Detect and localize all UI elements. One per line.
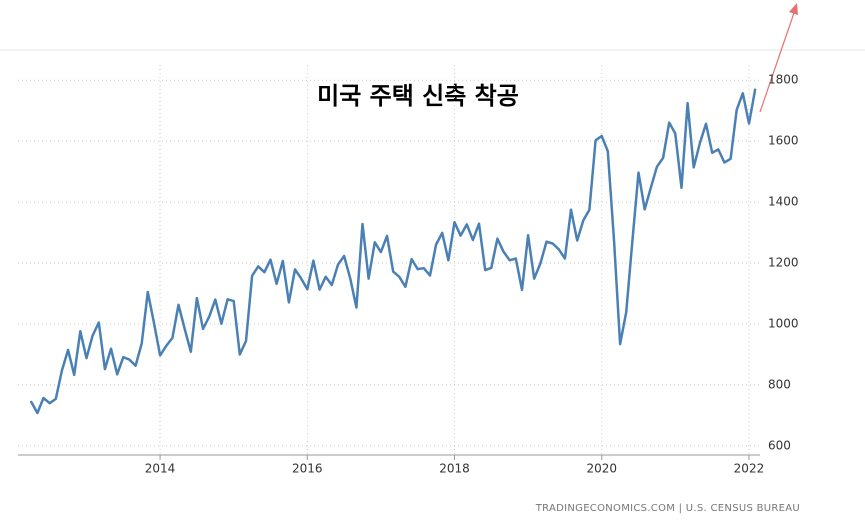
y-tick-label: 1600 xyxy=(768,134,799,148)
x-tick-label: 2014 xyxy=(145,462,176,476)
x-tick-label: 2016 xyxy=(292,462,323,476)
y-tick-label: 1000 xyxy=(768,316,799,330)
y-tick-label: 1200 xyxy=(768,256,799,270)
y-tick-label: 600 xyxy=(768,438,791,452)
arrow xyxy=(759,9,796,113)
source: TRADINGECONOMICS.COM | U.S. CENSUS BUREA… xyxy=(535,503,800,514)
line-series xyxy=(30,88,757,415)
y-tick-label: 1800 xyxy=(768,73,799,87)
arrow-head xyxy=(789,3,798,15)
chart-title: 미국 주택 신축 착공 xyxy=(317,82,519,110)
y-tick-label: 800 xyxy=(768,377,791,391)
x-tick-label: 2022 xyxy=(734,462,765,476)
x-tick-label: 2018 xyxy=(439,462,470,476)
y-tick-label: 1400 xyxy=(768,195,799,209)
x-tick-label: 2020 xyxy=(586,462,617,476)
